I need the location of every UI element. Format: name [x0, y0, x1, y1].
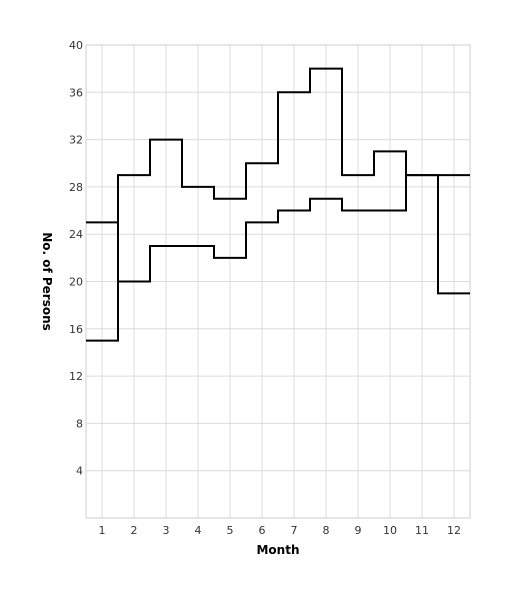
x-tick-label: 8	[323, 524, 330, 537]
x-tick-label: 1	[99, 524, 106, 537]
x-tick-label: 11	[415, 524, 429, 537]
series-group	[86, 67, 470, 342]
x-axis-title: Month	[256, 543, 299, 557]
y-tick-label: 16	[69, 323, 83, 336]
y-tick-label: 32	[69, 134, 83, 147]
x-tick-label: 10	[383, 524, 397, 537]
x-tick-label: 3	[163, 524, 170, 537]
y-tick-label: 36	[69, 86, 83, 99]
x-tick-label: 5	[227, 524, 234, 537]
y-tick-label: 12	[69, 370, 83, 383]
y-tick-label: 8	[76, 417, 83, 430]
series-line-1	[86, 67, 470, 342]
y-tick-label: 24	[69, 228, 83, 241]
y-tick-label: 40	[69, 39, 83, 52]
series-line-2	[86, 174, 470, 295]
x-tick-label: 6	[259, 524, 266, 537]
y-axis-title: No. of Persons	[40, 232, 54, 331]
x-tick-label: 2	[131, 524, 138, 537]
y-tick-label: 20	[69, 276, 83, 289]
x-tick-label: 12	[447, 524, 461, 537]
x-axis-ticks: 1 2 3 4 5 6 7 8 9 10 11 12	[99, 524, 462, 537]
plot-area	[85, 44, 471, 519]
y-axis-ticks: 4 8 12 16 20 24 28 32 36 40	[69, 39, 83, 478]
y-tick-label: 4	[76, 465, 83, 478]
x-tick-label: 7	[291, 524, 298, 537]
y-tick-label: 28	[69, 181, 83, 194]
x-tick-label: 9	[355, 524, 362, 537]
x-tick-label: 4	[195, 524, 202, 537]
